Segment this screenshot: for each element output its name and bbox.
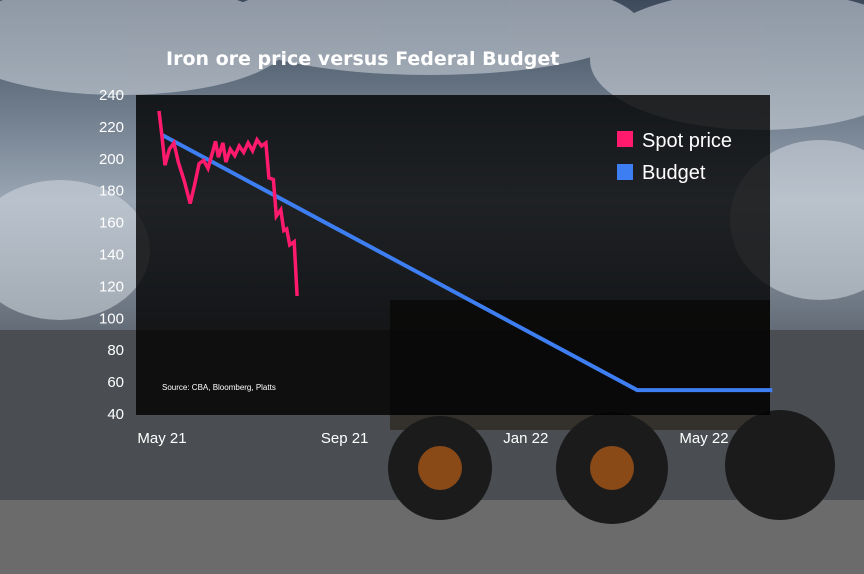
x-axis-ticks: May 21 Sep 21 Jan 22 May 22 [137,430,728,447]
y-tick-label: 180 [99,183,124,200]
y-tick-label: 100 [99,310,124,327]
chart-title: Iron ore price versus Federal Budget [166,48,559,70]
legend-swatch-spot-price [617,131,633,147]
y-tick-label: 240 [99,87,124,104]
source-note: Source: CBA, Bloomberg, Platts [162,383,276,392]
y-tick-label: 220 [99,119,124,136]
x-tick-label: Jan 22 [503,430,548,447]
y-tick-label: 160 [99,215,124,232]
plot-lines [157,110,773,393]
y-tick-label: 140 [99,247,124,264]
legend-label-budget: Budget [642,162,706,184]
series-line-budget [161,133,773,393]
legend: Spot price Budget [617,130,732,184]
x-tick-label: May 22 [679,430,728,447]
y-tick-label: 80 [107,342,124,359]
y-tick-label: 60 [107,374,124,391]
x-tick-label: May 21 [137,430,186,447]
y-tick-label: 200 [99,151,124,168]
legend-swatch-budget [617,164,633,180]
y-axis-ticks: 40 60 80 100 120 140 160 180 200 220 240 [99,87,124,423]
y-tick-label: 40 [107,406,124,423]
series-line-spot-price [157,110,299,297]
x-tick-label: Sep 21 [321,430,369,447]
legend-label-spot-price: Spot price [642,130,732,152]
y-tick-label: 120 [99,278,124,295]
